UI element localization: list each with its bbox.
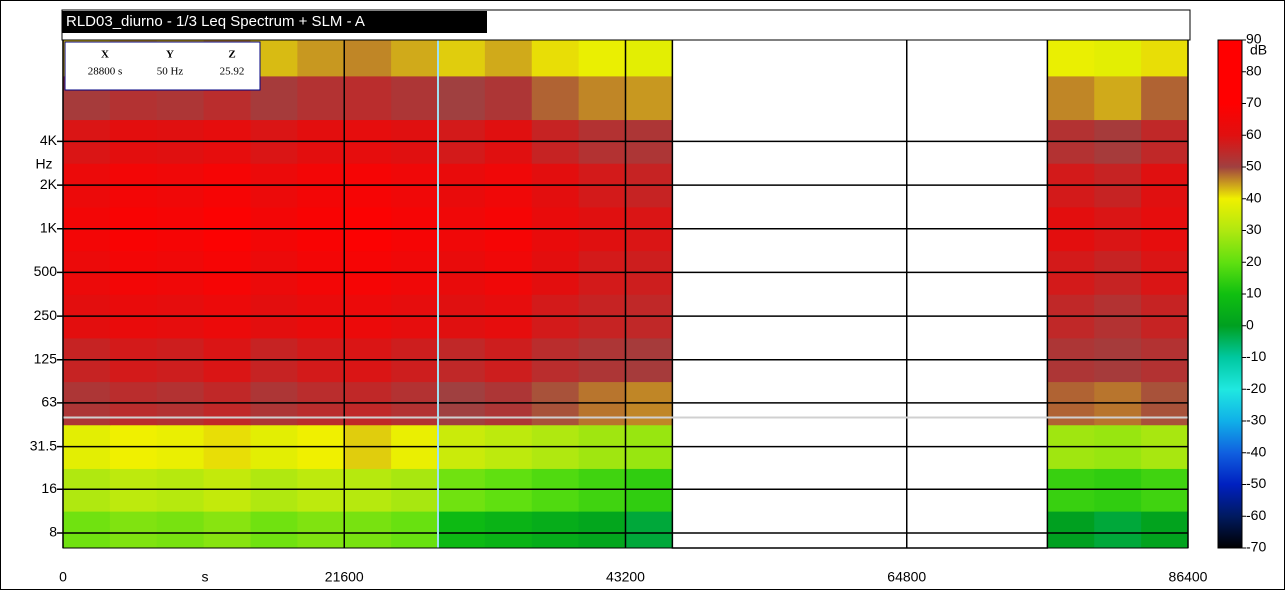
colorbar-label: 50 [1246,158,1262,174]
colorbar [1217,39,1243,549]
cell [1047,75,1095,121]
cell [344,75,392,121]
colorbar-label: 30 [1246,221,1262,237]
cursor-box [64,41,261,91]
colorbar-label: -10 [1246,348,1266,364]
cell [109,511,158,549]
x-tick-label: 64800 [887,569,926,585]
cell [625,40,673,77]
colorbar-unit: dB [1250,42,1267,58]
cell [578,40,626,77]
x-axis-label: s [202,569,209,585]
cursor-z-name: Z [228,49,235,61]
cell [438,511,486,549]
y-tick-label: 8 [49,524,57,540]
cell [484,511,533,549]
cell [625,75,673,121]
y-tick-label: 500 [34,263,58,279]
colorbar-label: 90 [1246,31,1262,47]
colorbar-label: -50 [1246,475,1266,491]
x-tick-label: 86400 [1169,569,1208,585]
cell [297,40,345,77]
cursor-y-name: Y [166,49,174,61]
y-tick-label: 4K [40,132,58,148]
overlay [57,36,1189,549]
y-tick-label: 2K [40,176,58,192]
y-tick-label: 63 [41,394,57,410]
cell [438,75,486,121]
colorbar-label: 0 [1246,316,1254,332]
cell [484,75,533,121]
colorbar-label: -70 [1246,539,1266,555]
colorbar-label: -30 [1246,412,1266,428]
cell [1094,511,1142,549]
y-tick-label: 125 [34,350,58,366]
cell [578,75,626,121]
y-axis-label: Hz [35,156,52,172]
cell [156,511,205,549]
cursor-x: 28800 s [88,66,123,78]
cell [1141,40,1189,77]
x-tick-label: 0 [59,569,67,585]
colorbar-label: -20 [1246,380,1266,396]
y-tick-label: 31.5 [30,437,57,453]
cell [63,511,111,549]
cell [531,511,580,549]
colorbar-label: 10 [1246,285,1262,301]
cell [1141,511,1189,549]
cell [438,40,486,77]
cell [625,511,673,549]
colorbar-label: 40 [1246,189,1262,205]
cell [344,511,392,549]
colorbar-label: 20 [1246,253,1262,269]
y-tick-label: 250 [34,307,58,323]
x-tick-label: 43200 [606,569,645,585]
cell [578,511,626,549]
cell [391,40,439,77]
colorbar-label: 60 [1246,126,1262,142]
cell [297,511,345,549]
cell [1094,75,1142,121]
y-tick-label: 16 [41,480,57,496]
y-tick-label: 1K [40,219,58,235]
cell [344,40,392,77]
cursor-y: 50 Hz [157,66,184,78]
cell [531,40,580,77]
cursor-z: 25.92 [220,66,245,78]
colorbar-label: -60 [1246,507,1266,523]
colorbar-label: -40 [1246,443,1266,459]
cell [1094,40,1142,77]
cell [391,511,439,549]
cell [531,75,580,121]
cell [203,511,251,549]
cell [1047,511,1095,549]
x-tick-label: 21600 [325,569,364,585]
cell [1047,40,1095,77]
title-box [62,11,487,33]
colorbar-label: 80 [1246,62,1262,78]
colorbar-label: 70 [1246,94,1262,110]
cell [391,75,439,121]
cell [484,40,533,77]
cell [250,511,298,549]
cursor-x-name: X [101,49,109,61]
chart-title: RLD03_diurno - 1/3 Leq Spectrum + SLM - … [66,13,365,30]
cell [1141,75,1189,121]
cell [297,75,345,121]
no-data-box [671,36,1049,549]
